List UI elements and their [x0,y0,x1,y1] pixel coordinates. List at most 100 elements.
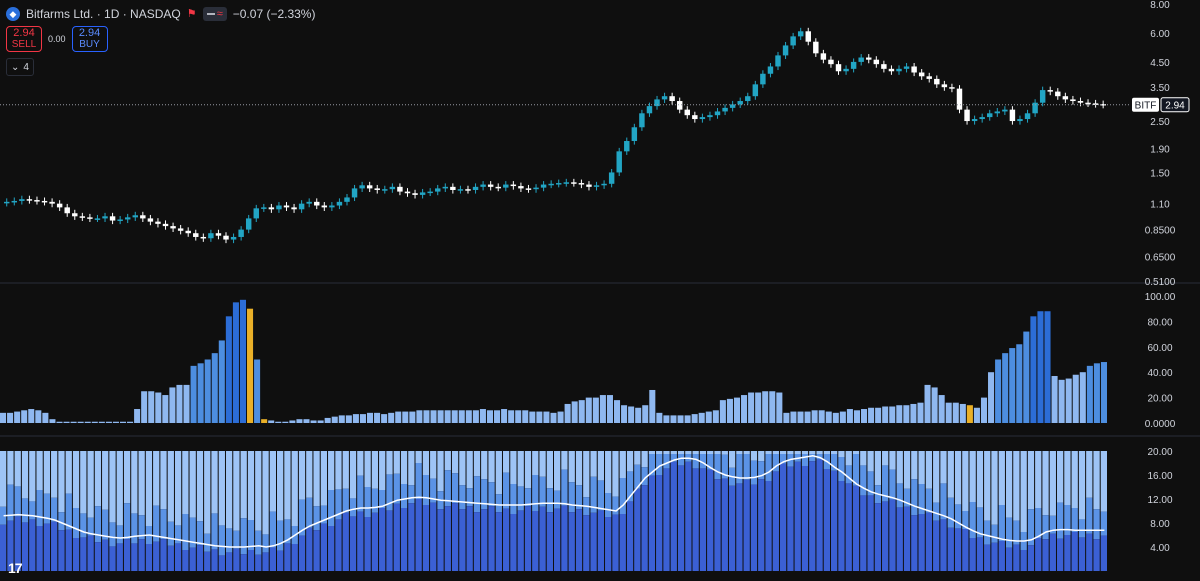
candle-body [1024,113,1031,120]
stack-bar-top [306,451,313,498]
stack-bar-mid [65,493,72,530]
chevron-down-icon: ⌄ [11,61,20,73]
stack-bar-top [211,451,218,514]
oscillator-bar [613,400,621,423]
oscillator-bar [719,400,726,423]
candle-body [971,119,978,122]
sell-button[interactable]: 2.94 SELL [6,26,42,52]
stack-bar-top [437,451,444,492]
stack-bar-mid [94,506,102,543]
oscillator-bar [952,402,959,423]
stack-bar-base [882,501,889,571]
stack-bar-base [313,530,320,571]
candle-body [601,183,607,186]
stack-bar-top [1013,451,1020,521]
stack-bar-mid [758,461,765,480]
stack-bar-mid [400,484,408,508]
stack-bar-base [400,508,408,571]
stack-bar-top [947,451,954,498]
stack-bar-top [1005,451,1013,518]
stack-bar-mid [969,502,976,538]
oscillator-bar [705,411,712,423]
buy-label: BUY [79,39,100,50]
stack-bar-top [488,451,495,483]
stack-bar-base [838,481,845,571]
symbol-header[interactable]: ◆ Bitfarms Ltd. · 1D · NASDAQ ⚑ ≈ −0.07 … [6,4,315,24]
candle-body [934,78,940,85]
osc-axis-label: 40.00 [1147,368,1172,379]
candle-body [669,96,675,102]
stack-bar-top [838,451,845,457]
candle-body [805,31,811,42]
oscillator-bar [988,372,995,423]
stack-bar-top [816,451,823,454]
stack-bar-top [546,451,553,489]
stack-bar-mid [138,515,145,540]
candle-body [124,217,131,220]
stack-bar-mid [801,454,809,466]
stack-bar-base [196,545,204,571]
tradingview-logo[interactable]: 17 [8,560,23,576]
candle-body [344,197,350,202]
candle-body [56,203,63,208]
stack-bar-mid [481,479,488,510]
stack-bar-top [903,451,911,489]
stack-bar-base [874,503,882,571]
stack-bar-base [371,512,379,571]
stack-bar-top [670,451,677,454]
candle-body [208,233,214,239]
candle-body [366,185,373,189]
collapse-indicators-button[interactable]: ⌄ 4 [6,58,34,76]
stack-bar-top [255,451,262,531]
stack-bar-top [940,451,947,484]
price-axis-label: 3.50 [1150,83,1170,94]
status-pill[interactable]: ≈ [202,7,227,21]
stack-bar-base [925,512,933,571]
oscillator-bar [656,412,663,423]
oscillator-bar [310,420,317,423]
sell-price: 2.94 [13,27,35,39]
stack-bar-mid [991,524,998,543]
candle-body [994,111,1001,114]
stack-bar-mid [14,486,21,517]
stack-bar-mid [225,528,233,553]
flag-icon[interactable]: ⚑ [186,8,197,20]
stack-bar-mid [663,454,670,469]
stack-bar-base [58,530,65,571]
oscillator-bar [1030,316,1037,423]
stack-bar-mid [102,509,109,540]
stack-bar-top [131,451,138,514]
stack-bar-mid [809,454,816,462]
oscillator-bar [1009,348,1016,423]
stack-bar-top [874,451,882,486]
oscillator-bar [112,421,119,423]
stack-bar-top [1027,451,1035,510]
stack-bar-mid [240,518,247,555]
stack-bar-mid [29,501,36,520]
candle-body [117,219,123,221]
buy-button[interactable]: 2.94 BUY [71,26,108,52]
candle-body [1032,102,1038,114]
stack-bar-base [1064,535,1071,571]
stack-bar-mid [736,454,743,484]
oscillator-bar [741,395,748,423]
stack-bar-top [976,451,984,508]
stack-bar-top [677,451,685,454]
stack-bar-top [349,451,357,499]
stack-bar-top [65,451,72,494]
candle-body [495,186,501,189]
stack-bar-top [619,451,626,478]
oscillator-bar [973,407,980,423]
stack-bar-base [1086,533,1093,571]
stack-bar-mid [852,454,860,486]
stack-bar-base [233,548,240,571]
symbol-title[interactable]: Bitfarms Ltd. · 1D · NASDAQ [26,7,181,21]
oscillator-bar [804,411,811,423]
stack-bar-top [641,451,648,468]
stack-bar-top [481,451,488,480]
stack-bar-top [94,451,102,507]
oscillator-bar [917,402,924,423]
stack-bar-base [692,468,699,571]
oscillator-bar [649,389,656,423]
